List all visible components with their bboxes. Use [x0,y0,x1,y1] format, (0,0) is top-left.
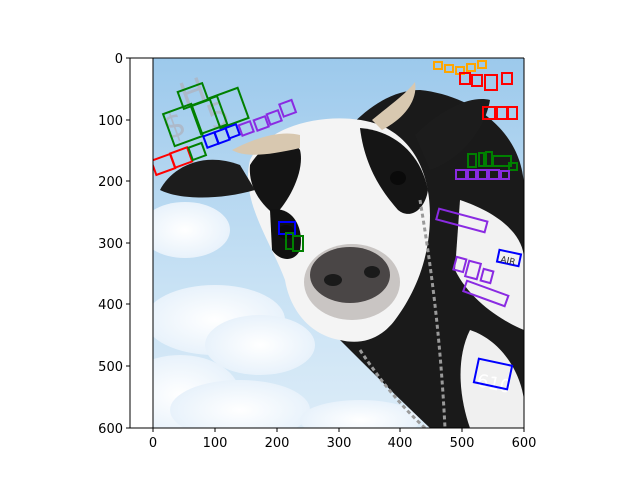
box-red [501,72,513,85]
box-green [467,153,477,168]
y-tick: 200 [98,175,130,190]
box-red [471,74,483,87]
box-purple [463,259,483,281]
box-purple [479,267,495,285]
box-purple [278,98,298,118]
box-purple [455,169,467,180]
x-tick: 200 [265,428,290,451]
svg-text:400: 400 [98,298,123,313]
y-axis: 0 100 200 300 400 500 600 [98,52,130,437]
detection-boxes [153,60,523,391]
svg-text:100: 100 [98,114,123,129]
box-red [459,72,471,85]
photo: $ H 5 610 [153,58,524,428]
box-purple [237,119,255,137]
box-purple [252,114,270,132]
box-purple [461,279,510,308]
box-purple [467,169,477,180]
y-tick: 300 [98,237,130,252]
svg-text:200: 200 [265,436,290,451]
svg-text:300: 300 [98,237,123,252]
x-tick: 600 [512,428,537,451]
box-orange [444,64,454,73]
box-blue [495,248,523,268]
x-tick: 300 [327,428,352,451]
svg-text:200: 200 [98,175,123,190]
x-tick: 500 [450,428,475,451]
box-green [208,86,250,130]
y-tick: 600 [98,422,130,437]
box-green [478,152,485,167]
box-red [507,106,518,120]
box-orange [477,60,487,69]
svg-text:500: 500 [450,436,475,451]
svg-text:0: 0 [115,52,123,67]
x-tick: 100 [203,428,228,451]
box-green [508,162,518,171]
box-green [292,235,304,252]
box-red [187,141,208,162]
box-red [168,146,194,169]
y-tick: 400 [98,298,130,313]
box-purple [500,170,510,180]
y-tick: 500 [98,360,130,375]
svg-text:100: 100 [203,436,228,451]
svg-text:300: 300 [327,436,352,451]
clouds [153,202,420,428]
y-tick: 100 [98,114,130,129]
svg-text:500: 500 [98,360,123,375]
image-text-word: AIR [499,255,516,268]
box-green [492,155,512,167]
y-tick: 0 [115,52,130,67]
cow [160,82,524,428]
box-blue [224,122,241,140]
box-green [189,94,229,136]
x-tick: 400 [388,428,413,451]
box-green [161,102,205,148]
box-purple [265,108,283,126]
box-purple [435,207,489,234]
x-axis: 0 100 200 300 400 500 600 [149,428,537,451]
svg-text:600: 600 [98,422,123,437]
box-orange [466,63,476,72]
x-tick: 0 [149,428,157,451]
box-red [484,74,498,91]
box-purple [452,255,468,274]
svg-text:0: 0 [149,436,157,451]
box-red [482,106,496,120]
box-purple [488,169,500,180]
box-blue [472,357,514,391]
box-orange [433,61,443,70]
svg-text:600: 600 [512,436,537,451]
box-purple [477,169,488,180]
svg-text:400: 400 [388,436,413,451]
